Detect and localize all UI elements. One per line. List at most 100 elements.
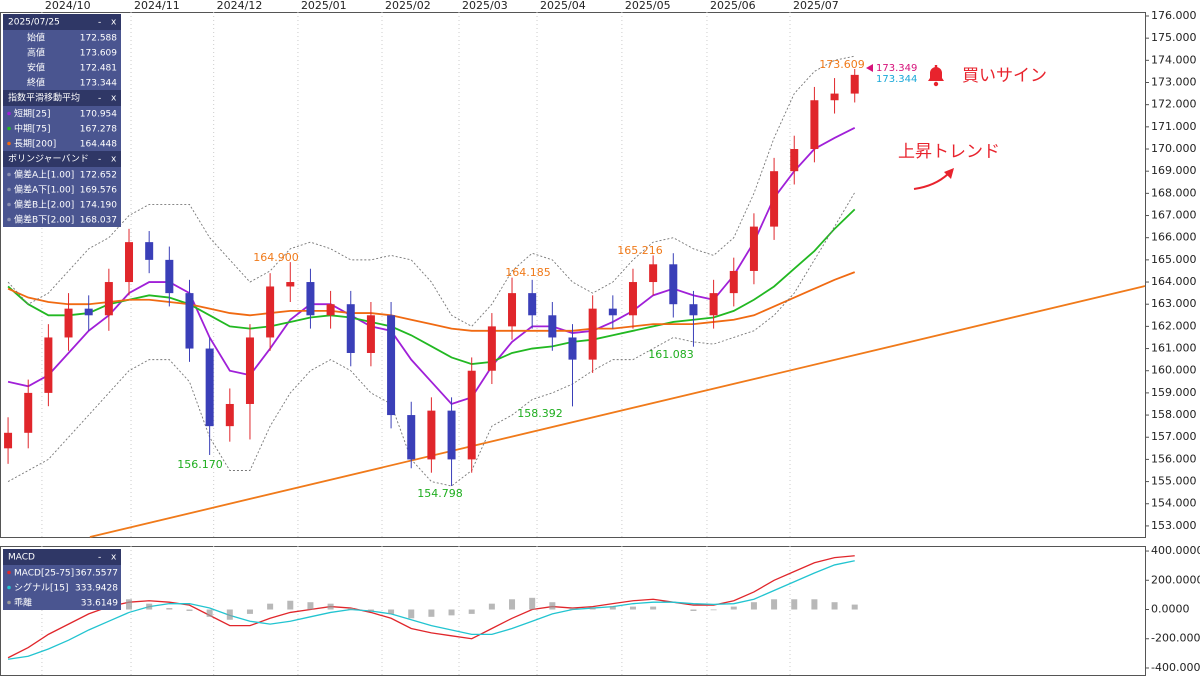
y-tick-label: 0.0000 [1151, 603, 1190, 616]
panel-value: 172.481 [80, 64, 117, 74]
price-pane [0, 12, 1146, 538]
candle-body [205, 348, 214, 427]
panel-row [3, 565, 121, 580]
candle-body [628, 282, 637, 316]
panel-title: MACD [8, 553, 35, 563]
y-tick-label: 169.000 [1151, 164, 1197, 177]
panel-button[interactable]: - [98, 94, 101, 104]
legend-dot [7, 111, 11, 116]
annotation: 上昇トレンド [898, 142, 1000, 162]
candle-body [709, 293, 718, 316]
histogram-bar [307, 602, 314, 610]
panel-button[interactable]: - [98, 553, 101, 563]
candle-body [165, 259, 174, 294]
legend-dot [7, 187, 11, 192]
panel-value: 173.344 [80, 79, 117, 89]
panel-row [3, 30, 121, 45]
annotation: 164.185 [505, 266, 551, 279]
candle-body [306, 282, 315, 316]
candle-body [749, 226, 758, 271]
legend-dot [7, 172, 11, 177]
panel-button[interactable]: x [111, 155, 117, 165]
candle-body [24, 392, 33, 433]
legend-value: 33.6149 [81, 599, 118, 609]
candle-body [548, 315, 557, 338]
candle-body [145, 242, 154, 260]
y-tick-label: 400.0000 [1151, 544, 1200, 557]
panel-row [3, 75, 121, 90]
candle-body [225, 403, 234, 427]
panel-button[interactable]: x [111, 18, 117, 28]
annotation: 161.083 [648, 348, 694, 361]
candle-body [689, 304, 698, 316]
legend-dot [7, 585, 11, 590]
histogram-bar [569, 608, 576, 610]
histogram-bar [468, 609, 475, 614]
histogram-bar [549, 602, 556, 610]
y-tick-label: -400.0000 [1151, 661, 1200, 674]
trend-arrow [913, 173, 949, 190]
candle-body [487, 326, 496, 371]
legend-dot [7, 570, 11, 575]
y-tick-label: 164.000 [1151, 275, 1197, 288]
panel-row [3, 121, 121, 136]
legend-value: 367.5577 [75, 569, 118, 579]
y-tick-label: 156.000 [1151, 452, 1197, 465]
candle-body [245, 337, 254, 404]
panel-value: 170.954 [80, 110, 117, 120]
x-tick-label: 2025/04 [540, 0, 586, 12]
panel-button[interactable]: - [98, 18, 101, 28]
candle-body [588, 308, 597, 360]
panel-value: 169.576 [80, 186, 117, 196]
candle-body [850, 74, 859, 94]
candle-body [326, 304, 335, 316]
y-tick-label: 174.000 [1151, 53, 1197, 66]
legend-value: 333.9428 [75, 584, 118, 594]
y-tick-label: 163.000 [1151, 297, 1197, 310]
panel-button[interactable]: - [98, 155, 101, 165]
histogram-bar [791, 599, 798, 610]
y-tick-label: 173.000 [1151, 76, 1197, 89]
candle-body [528, 293, 537, 316]
y-tick-label: 157.000 [1151, 430, 1197, 443]
candle-body [427, 410, 436, 460]
panel-row [3, 182, 121, 197]
trend-arrow-head [944, 168, 954, 179]
candle-body [810, 100, 819, 150]
candle-body [729, 270, 738, 294]
candle-body [185, 293, 194, 349]
panel-header [3, 549, 121, 565]
x-tick-label: 2025/06 [710, 0, 756, 12]
bell-icon [928, 65, 944, 87]
histogram-bar [690, 609, 697, 611]
candle-body [64, 308, 73, 338]
panel-button[interactable]: x [111, 553, 117, 563]
macd-pane [0, 546, 1146, 676]
band-line [7, 192, 856, 487]
panel-row [3, 580, 121, 595]
candle-body [266, 286, 275, 338]
histogram-bar [226, 609, 233, 620]
annotation: 173.344 [876, 74, 917, 85]
panel-row [3, 212, 121, 227]
candle-body [790, 149, 799, 172]
legend-label: MACD[25-75] [14, 569, 74, 579]
histogram-bar [246, 609, 253, 614]
legend-dot [7, 141, 11, 146]
y-tick-label: 165.000 [1151, 253, 1197, 266]
panel-label: 偏差B上[2.00] [14, 199, 74, 211]
annotation: 173.349 [876, 63, 917, 74]
panel-title: 指数平滑移動平均 [8, 92, 80, 104]
legend-dot [7, 202, 11, 207]
y-tick-label: 167.000 [1151, 209, 1197, 222]
histogram-bar [851, 604, 858, 610]
panel-button[interactable]: x [111, 94, 117, 104]
candle-body [4, 432, 13, 449]
legend-label: 乖離 [14, 597, 32, 609]
y-tick-label: 171.000 [1151, 120, 1197, 133]
histogram-bar [166, 608, 173, 610]
panel-title: 2025/07/25 [8, 18, 60, 28]
histogram-bar [367, 609, 374, 611]
panel-row [3, 197, 121, 212]
